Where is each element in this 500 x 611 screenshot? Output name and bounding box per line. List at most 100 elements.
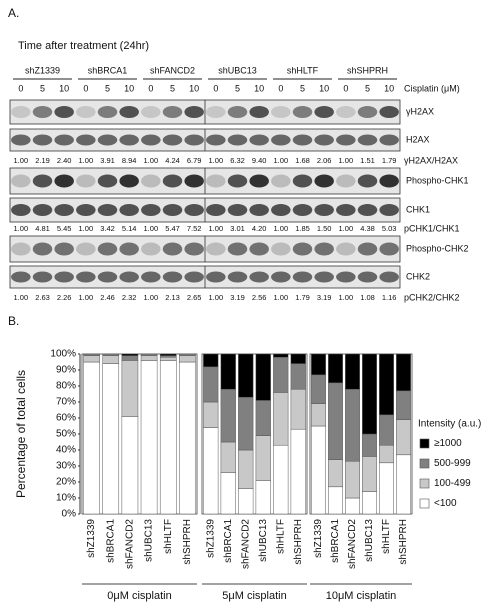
blot-band bbox=[249, 242, 269, 256]
dose-label: 5 bbox=[365, 83, 370, 93]
blot-band bbox=[141, 242, 161, 256]
dose-label: 5 bbox=[170, 83, 175, 93]
ratio-value: 1.00 bbox=[144, 224, 159, 233]
ratio-value: 1.00 bbox=[209, 293, 224, 302]
x-tick-label: shHLTF bbox=[275, 519, 286, 554]
blot-band bbox=[32, 242, 53, 256]
blot-band bbox=[249, 134, 269, 146]
blot-band bbox=[314, 242, 334, 256]
y-tick-label: 90% bbox=[56, 365, 76, 376]
bar-segment bbox=[83, 353, 100, 356]
blot-band bbox=[11, 106, 31, 118]
ratio-label: pCHK1/CHK1 bbox=[404, 223, 460, 233]
ratio-value: 1.85 bbox=[295, 224, 310, 233]
ratio-value: 4.20 bbox=[252, 224, 267, 233]
bar-segment bbox=[379, 462, 394, 515]
blot-band bbox=[184, 134, 204, 146]
blot-band bbox=[314, 134, 334, 146]
ratio-value: 1.00 bbox=[79, 293, 94, 302]
blot-band bbox=[206, 204, 226, 216]
ratio-value: 1.79 bbox=[295, 293, 310, 302]
bar-segment bbox=[121, 353, 139, 356]
ratio-label: γH2AX/H2AX bbox=[404, 155, 458, 165]
ratio-value: 4.38 bbox=[360, 224, 375, 233]
blot-band bbox=[54, 204, 74, 216]
bar-segment bbox=[345, 460, 360, 499]
blot-band bbox=[271, 271, 291, 283]
blot-band bbox=[357, 174, 378, 188]
blot-band bbox=[184, 242, 204, 256]
bar-segment bbox=[179, 353, 196, 356]
ratio-value: 1.00 bbox=[339, 293, 354, 302]
bar-segment bbox=[140, 355, 158, 361]
group-label: shUBC13 bbox=[218, 65, 257, 75]
bar-segment bbox=[83, 361, 100, 515]
x-tick-label: shUBC13 bbox=[258, 519, 269, 562]
blot-band bbox=[314, 271, 334, 283]
ratio-value: 1.00 bbox=[274, 156, 289, 165]
bar-segment bbox=[255, 400, 271, 436]
dose-label: 0 bbox=[83, 83, 88, 93]
ratio-value: 1.16 bbox=[382, 293, 397, 302]
dose-label: 5 bbox=[235, 83, 240, 93]
blot-band bbox=[76, 242, 96, 256]
bar-segment bbox=[290, 363, 306, 390]
blot-band bbox=[336, 174, 356, 188]
blot-band bbox=[32, 174, 53, 188]
blot-band bbox=[271, 106, 291, 118]
bar-segment bbox=[328, 486, 343, 515]
bar-segment bbox=[102, 355, 120, 364]
blot-band bbox=[76, 134, 96, 146]
ratio-value: 1.00 bbox=[14, 156, 29, 165]
ratio-value: 2.32 bbox=[122, 293, 137, 302]
bar-segment bbox=[238, 488, 254, 515]
dose-label: 0 bbox=[343, 83, 348, 93]
blot-band bbox=[227, 242, 248, 256]
blot-band bbox=[32, 271, 53, 283]
blot-band bbox=[379, 242, 399, 256]
bar-segment bbox=[159, 360, 177, 515]
x-tick-label: shFANCD2 bbox=[240, 519, 251, 569]
blot-band bbox=[11, 134, 31, 146]
blot-band bbox=[119, 174, 139, 188]
blot-band bbox=[97, 204, 118, 216]
blot-band bbox=[271, 242, 291, 256]
blot-band bbox=[271, 204, 291, 216]
bar-segment bbox=[238, 449, 254, 489]
ratio-value: 3.42 bbox=[100, 224, 115, 233]
group-label: shZ1339 bbox=[25, 65, 60, 75]
blot-band bbox=[379, 271, 399, 283]
blot-band bbox=[32, 106, 53, 118]
group-label: shBRCA1 bbox=[88, 65, 128, 75]
panel-label: A. bbox=[8, 6, 19, 20]
bar-segment bbox=[102, 353, 120, 356]
dose-label: 10 bbox=[384, 83, 394, 93]
blot-band bbox=[119, 271, 139, 283]
blot-band bbox=[292, 204, 313, 216]
legend-swatch bbox=[419, 498, 430, 509]
ratio-value: 2.65 bbox=[187, 293, 202, 302]
ratio-value: 4.81 bbox=[35, 224, 50, 233]
bar-segment bbox=[311, 374, 326, 404]
blot-label: Phospho-CHK2 bbox=[406, 243, 469, 253]
bar-segment bbox=[328, 382, 343, 460]
bar-segment bbox=[362, 353, 377, 435]
blot-label: γH2AX bbox=[406, 106, 434, 116]
x-tick-label: shBRCA1 bbox=[330, 519, 341, 563]
x-tick-label: shHLTF bbox=[381, 519, 392, 554]
blot-band bbox=[227, 271, 248, 283]
blot-band bbox=[336, 242, 356, 256]
bar-segment bbox=[345, 353, 360, 390]
blot-band bbox=[184, 271, 204, 283]
group-label: shHLTF bbox=[287, 65, 319, 75]
y-tick-label: 60% bbox=[56, 413, 76, 424]
bar-segment bbox=[379, 444, 394, 464]
ratio-value: 1.00 bbox=[339, 156, 354, 165]
bar-segment bbox=[345, 497, 360, 515]
blot-band bbox=[271, 174, 291, 188]
bar-segment bbox=[203, 427, 219, 515]
dose-label: Cisplatin (μM) bbox=[404, 83, 460, 93]
ratio-value: 5.14 bbox=[122, 224, 137, 233]
ratio-value: 1.00 bbox=[274, 224, 289, 233]
dose-label: 0 bbox=[148, 83, 153, 93]
